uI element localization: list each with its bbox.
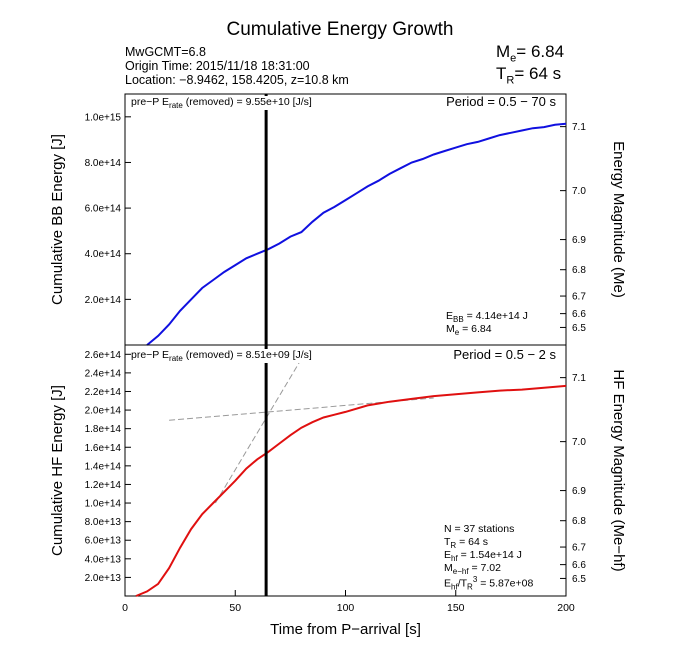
figure-title: Cumulative Energy Growth (226, 19, 454, 40)
hf-right-tick-label: 7.0 (572, 437, 586, 448)
hf-ylabel-right: HF Energy Magnitude (Me−hf) (610, 369, 627, 571)
hf-ytick-label: 2.0e+13 (85, 573, 122, 584)
hf-dashed-line (214, 358, 302, 504)
hf-ytick-label: 2.6e+14 (85, 350, 122, 361)
bb-right-tick-label: 7.0 (572, 186, 586, 197)
x-tick-label: 100 (337, 602, 355, 614)
bb-right-tick-label: 6.7 (572, 292, 586, 303)
bb-ytick-label: 1.0e+15 (85, 112, 122, 123)
location: Location: −8.9462, 158.4205, z=10.8 km (125, 73, 349, 87)
hf-right-tick-label: 6.5 (572, 574, 586, 585)
tr-summary: TR= 64 s (496, 64, 562, 87)
bb-prep-annotation: pre−P Erate (removed) = 9.55e+10 [J/s] (131, 96, 312, 111)
me-summary: Me= 6.84 (496, 42, 565, 65)
hf-ytick-label: 1.0e+14 (85, 499, 122, 510)
hf-ytick-label: 1.4e+14 (85, 461, 122, 472)
bb-ytick-label: 6.0e+14 (85, 204, 122, 215)
hf-series-line (135, 384, 567, 597)
bb-frame (124, 93, 567, 346)
hf-ytick-label: 1.2e+14 (85, 480, 122, 491)
bb-right-tick-label: 6.6 (572, 309, 586, 320)
bb-right-tick-label: 6.9 (572, 235, 586, 246)
hf-right-tick-label: 7.1 (572, 373, 586, 384)
ratio-annotation: Ehf/TR3 = 5.87e+08 (444, 575, 534, 592)
bb-right-tick-label: 6.8 (572, 265, 586, 276)
hf-ytick-label: 4.0e+13 (85, 554, 122, 565)
ehf-annotation: Ehf = 1.54e+14 J (444, 549, 522, 564)
x-axis-label: Time from P−arrival [s] (270, 621, 421, 638)
me-annotation: Me = 6.84 (446, 323, 492, 338)
hf-ytick-label: 1.6e+14 (85, 443, 122, 454)
station-count: N = 37 stations (444, 523, 515, 535)
mehf-annotation: Me−hf = 7.02 (444, 562, 501, 577)
hf-ytick-label: 6.0e+13 (85, 536, 122, 547)
tr-annotation: TR = 64 s (444, 536, 489, 551)
hf-right-tick-label: 6.9 (572, 486, 586, 497)
hf-prep-annotation: pre−P Erate (removed) = 8.51e+09 [J/s] (131, 349, 312, 364)
bb-ytick-label: 4.0e+14 (85, 249, 122, 260)
hf-right-tick-label: 6.8 (572, 516, 586, 527)
hf-ytick-label: 8.0e+13 (85, 517, 122, 528)
hf-ytick-label: 2.0e+14 (85, 406, 122, 417)
bb-period-label: Period = 0.5 − 70 s (446, 94, 556, 109)
hf-ylabel: Cumulative HF Energy [J] (49, 385, 66, 556)
x-tick-label: 0 (122, 602, 128, 614)
bb-ytick-label: 2.0e+14 (85, 295, 122, 306)
hf-ytick-label: 2.2e+14 (85, 387, 122, 398)
bb-ylabel-right: Energy Magnitude (Me) (610, 141, 627, 298)
ebb-annotation: EBB = 4.14e+14 J (446, 310, 528, 325)
shared-x-axis: 0 50 100 150 200 Time from P−arrival [s] (122, 590, 575, 638)
origin-time: Origin Time: 2015/11/18 18:31:00 (125, 59, 310, 73)
hf-energy-panel: 2.0e+13 4.0e+13 6.0e+13 8.0e+13 1.0e+14 1.2e+… (49, 344, 627, 597)
bb-right-tick-label: 6.5 (572, 323, 586, 334)
bb-right-tick-label: 7.1 (572, 122, 586, 133)
x-tick-label: 50 (229, 602, 241, 614)
hf-right-tick-label: 6.6 (572, 560, 586, 571)
hf-ytick-label: 2.4e+14 (85, 368, 122, 379)
bb-series-line (146, 122, 567, 346)
bb-ytick-label: 8.0e+14 (85, 158, 122, 169)
bb-ylabel: Cumulative BB Energy [J] (49, 134, 66, 305)
x-tick-label: 200 (557, 602, 575, 614)
bb-energy-panel: 2.0e+14 4.0e+14 6.0e+14 8.0e+14 1.0e+15 6.5 6.… (49, 93, 627, 346)
x-tick-label: 150 (447, 602, 465, 614)
magnitude-info: MwGCMT=6.8 (125, 45, 206, 59)
hf-period-label: Period = 0.5 − 2 s (453, 347, 556, 362)
hf-right-tick-label: 6.7 (572, 543, 586, 554)
hf-ytick-label: 1.8e+14 (85, 424, 122, 435)
